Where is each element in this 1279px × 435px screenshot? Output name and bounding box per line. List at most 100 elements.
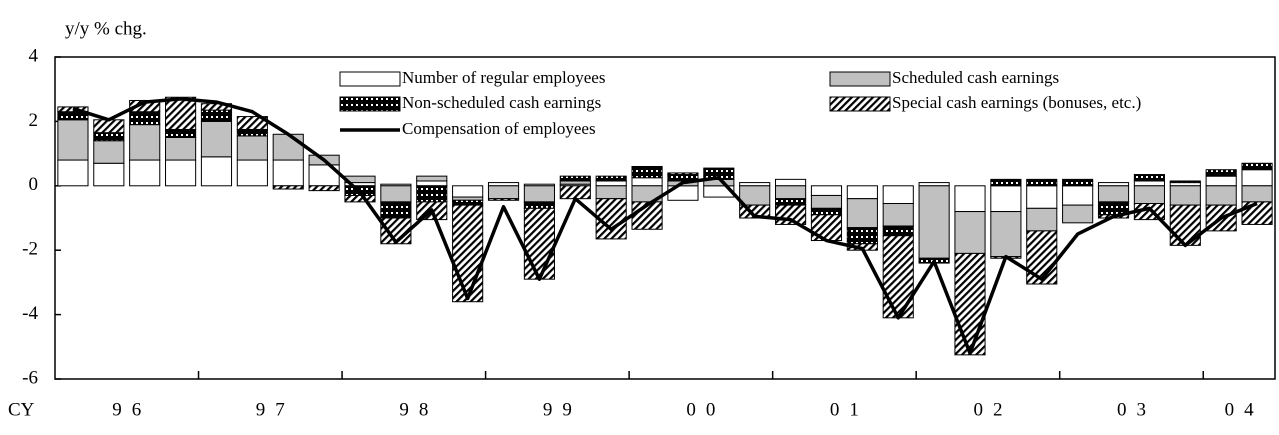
chart-title: y/y % chg. (65, 18, 147, 39)
bar-segment (954, 252, 986, 356)
bar-segment (810, 214, 843, 242)
year-label: 01 (830, 399, 869, 420)
bar-segment (775, 185, 807, 200)
bar-segment (1205, 169, 1237, 177)
legend-label: Non-scheduled cash earnings (402, 93, 601, 112)
bar-segment (882, 185, 914, 205)
bar-segment (129, 124, 161, 161)
bar-segment (416, 175, 448, 182)
bar-segment (523, 185, 555, 203)
bar-segment (810, 185, 843, 196)
bar-segment (1133, 180, 1165, 187)
bar-segment (523, 207, 555, 280)
y-tick-label: 2 (29, 110, 39, 131)
bar-segment (1205, 185, 1237, 206)
bar-segment (810, 194, 843, 209)
bar-segment (1205, 175, 1237, 187)
bar-segment (344, 194, 376, 203)
y-tick-label: -6 (22, 367, 38, 388)
bar-segment (236, 135, 268, 161)
bar-segment (308, 185, 340, 192)
legend-swatch (339, 71, 401, 87)
bar-segment (559, 175, 591, 182)
bar-segment (882, 203, 914, 227)
legend-swatch (829, 71, 891, 87)
year-label: 98 (399, 399, 438, 420)
bar-segment (93, 119, 125, 134)
bar-segment (57, 119, 89, 161)
bar-segment (487, 198, 520, 201)
bar-segment (452, 185, 484, 198)
bar-segment (595, 180, 627, 187)
bar-segment (165, 159, 197, 187)
bar-segment (882, 225, 914, 237)
legend-label: Scheduled cash earnings (892, 68, 1059, 87)
bar-segment (990, 185, 1022, 213)
bar-segment (918, 185, 950, 259)
y-tick-label: 4 (29, 45, 39, 66)
bar-segment (57, 159, 89, 187)
legend-swatch (829, 96, 891, 112)
bar-segment (1133, 185, 1165, 205)
bar-segment (200, 120, 233, 158)
bar-segment (200, 156, 233, 187)
bar-segment (1026, 207, 1058, 232)
bar-segment (631, 165, 663, 179)
bar-segment (631, 177, 663, 187)
bar-segment (1169, 180, 1201, 184)
legend-label: Special cash earnings (bonuses, etc.) (892, 93, 1141, 112)
bar-segment (272, 185, 304, 190)
year-label: 00 (686, 399, 725, 420)
bar-segment (1062, 178, 1094, 187)
bar-segment (810, 207, 843, 216)
bar-segment (236, 159, 268, 187)
bar-segment (272, 133, 304, 161)
legend-label: Number of regular employees (402, 68, 605, 87)
y-tick-label: 0 (29, 174, 39, 195)
bar-segment (954, 211, 986, 254)
bar-segment (775, 198, 807, 206)
bar-segment (487, 185, 520, 200)
bar-segment (416, 185, 448, 203)
bar-segment (165, 137, 197, 161)
bar-segment (1241, 185, 1273, 203)
year-label: 02 (973, 399, 1012, 420)
bar-segment (416, 180, 448, 187)
bar-segment (1026, 230, 1058, 285)
bar-segment (452, 204, 484, 303)
bar-segment (452, 199, 484, 206)
bar-segment (990, 211, 1022, 258)
bar-segment (236, 128, 268, 137)
bar-segment (1097, 185, 1130, 203)
bar-segment (380, 185, 412, 203)
bar-segment (272, 159, 304, 187)
bar-segment (165, 96, 197, 130)
year-label: 99 (543, 399, 582, 420)
y-tick-label: -4 (22, 303, 38, 324)
bar-segment (990, 178, 1022, 187)
bar-segment (559, 185, 591, 200)
bar-segment (882, 235, 914, 319)
legend-label: Compensation of employees (402, 119, 596, 138)
bar-segment (775, 178, 807, 187)
year-label: 03 (1117, 399, 1156, 420)
bar-segment (1062, 204, 1094, 224)
bar-segment (200, 109, 233, 122)
line-series (72, 97, 1258, 355)
bar-segment (846, 185, 878, 200)
bar-segment (93, 162, 125, 187)
year-label: 04 (1225, 399, 1264, 420)
year-label: 96 (112, 399, 151, 420)
bar-segment (1241, 169, 1273, 187)
x-axis-label: CY (8, 399, 35, 420)
bar-segment (846, 198, 878, 229)
bar-segment (1026, 178, 1058, 187)
bar-segment (739, 185, 771, 206)
bar-segment (1026, 185, 1058, 209)
bar-segment (1133, 174, 1165, 182)
bar-segment (523, 201, 555, 209)
y-tick-label: -2 (22, 239, 38, 260)
bar-segment (846, 227, 878, 245)
